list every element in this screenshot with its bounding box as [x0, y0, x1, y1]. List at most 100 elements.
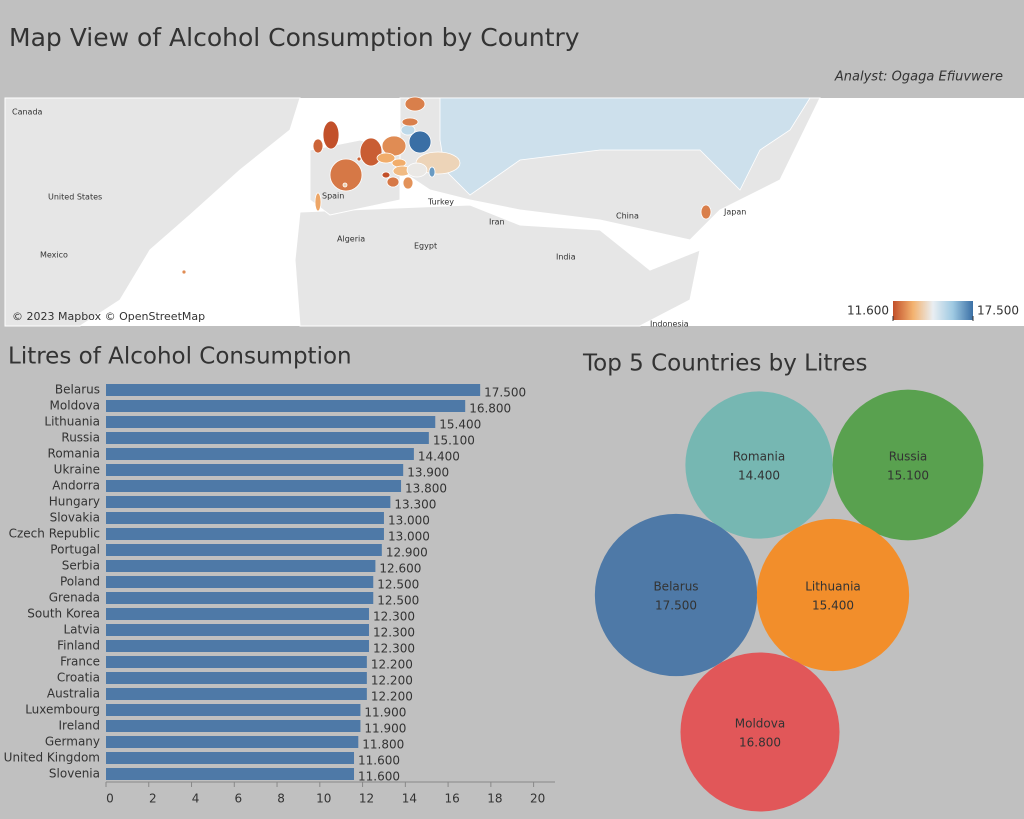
place-label: China — [616, 212, 639, 221]
y-tick-label: Serbia — [62, 559, 100, 573]
value-label: 12.300 — [373, 610, 415, 624]
bubble-value: 15.400 — [812, 599, 854, 613]
bubble — [594, 513, 758, 677]
bubble-value: 15.100 — [887, 469, 929, 483]
country — [342, 182, 348, 188]
x-tick-label: 6 — [234, 792, 242, 806]
y-tick-label: Russia — [61, 431, 100, 445]
country — [408, 130, 432, 154]
place-label: Spain — [322, 192, 344, 201]
bubble-title: Top 5 Countries by Litres — [582, 351, 868, 377]
x-tick-label: 20 — [530, 792, 545, 806]
y-tick-label: Ukraine — [54, 463, 100, 477]
bar — [106, 736, 359, 748]
country — [401, 117, 419, 127]
attribution: © 2023 Mapbox © OpenStreetMap — [12, 310, 205, 323]
country — [329, 158, 363, 192]
value-label: 12.200 — [371, 690, 413, 704]
analyst: Analyst: Ogaga Efiuvwere — [834, 70, 1003, 85]
bubble-label: Russia — [889, 450, 928, 464]
y-tick-label: United Kingdom — [4, 751, 100, 765]
y-tick-label: Andorra — [52, 479, 100, 493]
value-label: 14.400 — [418, 450, 460, 464]
bubble-value: 14.400 — [738, 469, 780, 483]
bar — [106, 400, 466, 412]
bar — [106, 528, 384, 540]
country — [322, 120, 340, 150]
value-label: 17.500 — [484, 386, 526, 400]
bar — [106, 752, 355, 764]
country — [402, 176, 414, 190]
bar — [106, 640, 369, 652]
land — [4, 97, 301, 327]
y-tick-label: South Korea — [27, 607, 100, 621]
x-tick-label: 2 — [149, 792, 157, 806]
bar — [106, 560, 376, 572]
y-tick-label: Finland — [57, 639, 100, 653]
bubble-label: Lithuania — [805, 580, 861, 594]
bubble-value: 16.800 — [739, 736, 781, 750]
country — [356, 156, 362, 162]
bar — [106, 480, 402, 492]
value-label: 13.900 — [407, 466, 449, 480]
bar-title: Litres of Alcohol Consumption — [8, 344, 352, 370]
y-tick-label: Romania — [48, 447, 100, 461]
legend-label: 11.600 — [847, 304, 889, 318]
bubble-label: Romania — [733, 450, 785, 464]
y-tick-label: Latvia — [63, 623, 100, 637]
place-label: India — [556, 253, 576, 262]
country — [386, 176, 400, 188]
x-tick-label: 10 — [316, 792, 331, 806]
bar — [106, 592, 374, 604]
y-tick-label: Portugal — [50, 543, 100, 557]
y-tick-label: Slovenia — [49, 767, 100, 781]
y-tick-label: Ireland — [58, 719, 100, 733]
country — [381, 171, 391, 179]
place-label: Mexico — [40, 251, 68, 260]
value-label: 12.900 — [386, 546, 428, 560]
bar — [106, 576, 374, 588]
x-tick-label: 4 — [192, 792, 200, 806]
value-label: 11.600 — [358, 754, 400, 768]
bar — [106, 448, 414, 460]
bubble — [832, 389, 984, 541]
bar — [106, 416, 436, 428]
place-label: United States — [48, 193, 102, 202]
country — [404, 96, 426, 112]
value-label: 12.600 — [379, 562, 421, 576]
country — [312, 138, 324, 154]
place-label: Egypt — [414, 242, 437, 251]
bubble-label: Moldova — [735, 717, 785, 731]
bubble-value: 17.500 — [655, 599, 697, 613]
value-label: 13.300 — [394, 498, 436, 512]
country — [428, 166, 436, 178]
value-label: 13.000 — [388, 530, 430, 544]
bar — [106, 656, 367, 668]
place-label: Algeria — [337, 235, 365, 244]
bubble-label: Belarus — [653, 580, 698, 594]
bar — [106, 720, 361, 732]
y-tick-label: France — [60, 655, 100, 669]
value-label: 12.300 — [373, 642, 415, 656]
map-title: Map View of Alcohol Consumption by Count… — [9, 23, 580, 52]
y-tick-label: Hungary — [49, 495, 100, 509]
y-tick-label: Australia — [47, 687, 100, 701]
y-tick-label: Lithuania — [44, 415, 100, 429]
y-tick-label: Czech Republic — [9, 527, 100, 541]
y-tick-label: Germany — [45, 735, 100, 749]
map — [4, 96, 1024, 327]
value-label: 11.800 — [362, 738, 404, 752]
country — [376, 152, 396, 164]
bubble — [680, 652, 840, 812]
y-tick-label: Grenada — [49, 591, 100, 605]
bar — [106, 464, 404, 476]
country — [314, 192, 322, 212]
bar — [106, 608, 369, 620]
place-label: Iran — [489, 218, 505, 227]
value-label: 12.500 — [377, 594, 419, 608]
y-tick-label: Croatia — [57, 671, 100, 685]
x-tick-label: 12 — [359, 792, 374, 806]
x-tick-label: 0 — [106, 792, 114, 806]
